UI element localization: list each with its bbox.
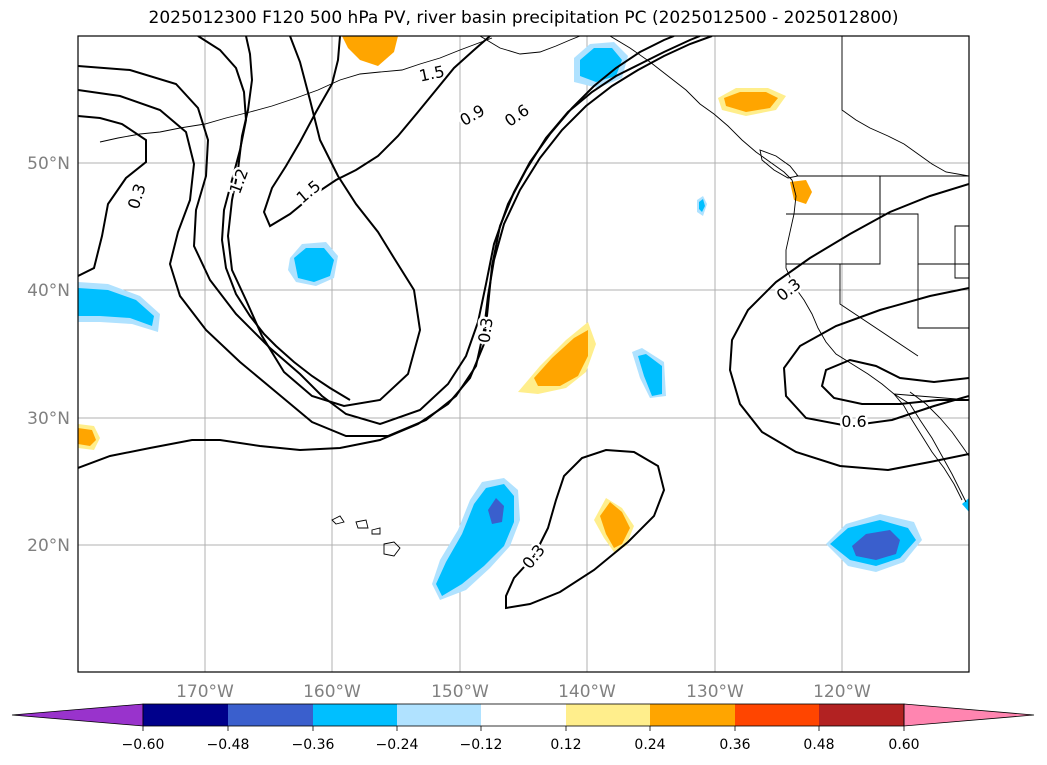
map-frame xyxy=(77,35,970,673)
pv-contour-0.3-west xyxy=(78,115,147,277)
pv-contour-0.3-east xyxy=(728,183,969,472)
lon-label: 150°W xyxy=(431,682,489,702)
lat-label: 20°N xyxy=(27,536,70,556)
pv-contour-0.6 xyxy=(78,36,713,437)
colorbar-label: −0.36 xyxy=(292,737,335,753)
contour-label: 1.5 xyxy=(417,62,446,86)
colorbar-extend-low xyxy=(11,703,144,727)
colorbar-extend-high xyxy=(903,703,1035,727)
colorbar-segment xyxy=(143,704,228,726)
lat-label: 40°N xyxy=(27,281,70,301)
pv-contour-0.6-east xyxy=(782,287,969,428)
pv-contour-1.2 xyxy=(197,36,351,401)
lon-label: 160°W xyxy=(303,682,361,702)
colorbar-label: −0.48 xyxy=(207,737,250,753)
colorbar-segment xyxy=(397,704,481,726)
colorbar-segment xyxy=(735,704,819,726)
colorbar-label: 0.60 xyxy=(888,737,919,753)
colorbar-label: 0.12 xyxy=(550,737,581,753)
contour-label: 0.6 xyxy=(841,412,866,431)
lon-label: 130°W xyxy=(686,682,744,702)
pv-contours xyxy=(78,36,969,610)
lat-labels: 50°N 40°N 30°N 20°N xyxy=(27,154,70,556)
pv-contour-0.3-long xyxy=(78,36,675,469)
colorbar-label: −0.24 xyxy=(376,737,419,753)
colorbar-segment xyxy=(313,704,397,726)
colorbar-segment xyxy=(566,704,650,726)
contour-label: 0.3 xyxy=(474,316,496,344)
colorbar-label: 0.36 xyxy=(719,737,750,753)
map-title: 2025012300 F120 500 hPa PV, river basin … xyxy=(148,8,899,28)
colorbar-label: −0.12 xyxy=(460,737,503,753)
lat-label: 30°N xyxy=(27,409,70,429)
coastlines xyxy=(99,36,969,557)
colorbar-segment xyxy=(650,704,735,726)
pv-contour-1.5-inner xyxy=(262,36,491,228)
colorbar: −0.60 −0.48 −0.36 −0.24 −0.12 0.12 0.24 … xyxy=(11,703,1035,753)
pv-contour-0.9-east xyxy=(820,358,969,405)
pv-contour-0.3-south xyxy=(505,448,666,610)
map-area xyxy=(78,36,969,672)
colorbar-label: 0.48 xyxy=(803,737,834,753)
colorbar-label: 0.24 xyxy=(634,737,665,753)
colorbar-label: −0.60 xyxy=(122,737,165,753)
lon-labels: 170°W 160°W 150°W 140°W 130°W 120°W xyxy=(176,682,871,702)
lon-label: 140°W xyxy=(558,682,616,702)
lat-label: 50°N xyxy=(27,154,70,174)
pv-contour-0.9 xyxy=(78,36,701,426)
lon-label: 170°W xyxy=(176,682,234,702)
precip-anomaly-fills xyxy=(78,36,969,600)
lon-label: 120°W xyxy=(813,682,871,702)
colorbar-segment xyxy=(228,704,313,726)
precip-blob-alaska xyxy=(342,36,398,66)
colorbar-segment xyxy=(481,704,566,726)
colorbar-segment xyxy=(819,704,904,726)
